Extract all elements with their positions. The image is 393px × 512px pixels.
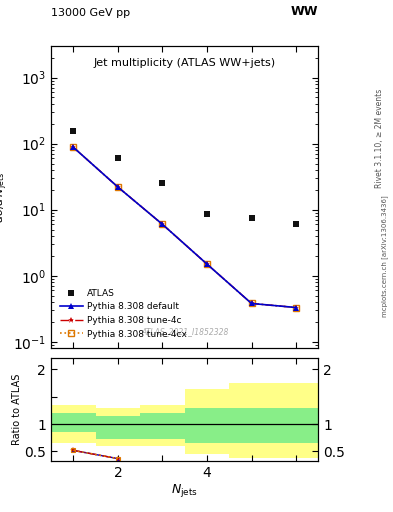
Text: mcplots.cern.ch [arXiv:1306.3436]: mcplots.cern.ch [arXiv:1306.3436] [381, 195, 388, 317]
Text: Rivet 3.1.10, ≥ 2M events: Rivet 3.1.10, ≥ 2M events [375, 89, 384, 188]
Pythia 8.308 default [205, 261, 209, 267]
Pythia 8.308 tune-4c [71, 144, 76, 151]
ATLAS [249, 215, 254, 221]
Pythia 8.308 tune-4cx [71, 144, 76, 151]
Text: 13000 GeV pp: 13000 GeV pp [51, 8, 130, 18]
X-axis label: $N_\mathrm{jets}$: $N_\mathrm{jets}$ [171, 482, 198, 499]
Pythia 8.308 tune-4cx [249, 301, 254, 307]
Line: Pythia 8.308 default: Pythia 8.308 default [71, 144, 299, 310]
Pythia 8.308 default [249, 301, 254, 307]
Y-axis label: Ratio to ATLAS: Ratio to ATLAS [11, 374, 22, 445]
Text: WW: WW [291, 5, 318, 18]
Line: Pythia 8.308 tune-4c: Pythia 8.308 tune-4c [70, 144, 299, 311]
ATLAS [71, 128, 76, 134]
ATLAS [205, 211, 209, 218]
Pythia 8.308 tune-4c [116, 184, 120, 190]
Line: ATLAS: ATLAS [70, 127, 299, 228]
Pythia 8.308 default [71, 144, 76, 151]
Pythia 8.308 tune-4cx [160, 221, 165, 227]
Pythia 8.308 tune-4c [205, 261, 209, 267]
Y-axis label: $d\sigma/d\,N_\mathrm{jets}$: $d\sigma/d\,N_\mathrm{jets}$ [0, 172, 10, 223]
Text: Jet multiplicity (ATLAS WW+jets): Jet multiplicity (ATLAS WW+jets) [94, 58, 276, 68]
Pythia 8.308 tune-4c [249, 301, 254, 307]
Pythia 8.308 tune-4cx [116, 184, 120, 190]
Pythia 8.308 tune-4cx [294, 305, 298, 311]
ATLAS [160, 180, 165, 186]
Legend: ATLAS, Pythia 8.308 default, Pythia 8.308 tune-4c, Pythia 8.308 tune-4cx: ATLAS, Pythia 8.308 default, Pythia 8.30… [57, 285, 191, 342]
Pythia 8.308 tune-4cx [205, 261, 209, 267]
Pythia 8.308 default [294, 305, 298, 311]
Pythia 8.308 tune-4c [294, 305, 298, 311]
Pythia 8.308 default [116, 184, 120, 190]
Pythia 8.308 tune-4c [160, 221, 165, 227]
Text: ATLAS_2021_I1852328: ATLAS_2021_I1852328 [141, 327, 228, 336]
Pythia 8.308 default [160, 221, 165, 227]
ATLAS [116, 155, 120, 161]
Line: Pythia 8.308 tune-4cx: Pythia 8.308 tune-4cx [71, 144, 299, 310]
ATLAS [294, 221, 298, 227]
